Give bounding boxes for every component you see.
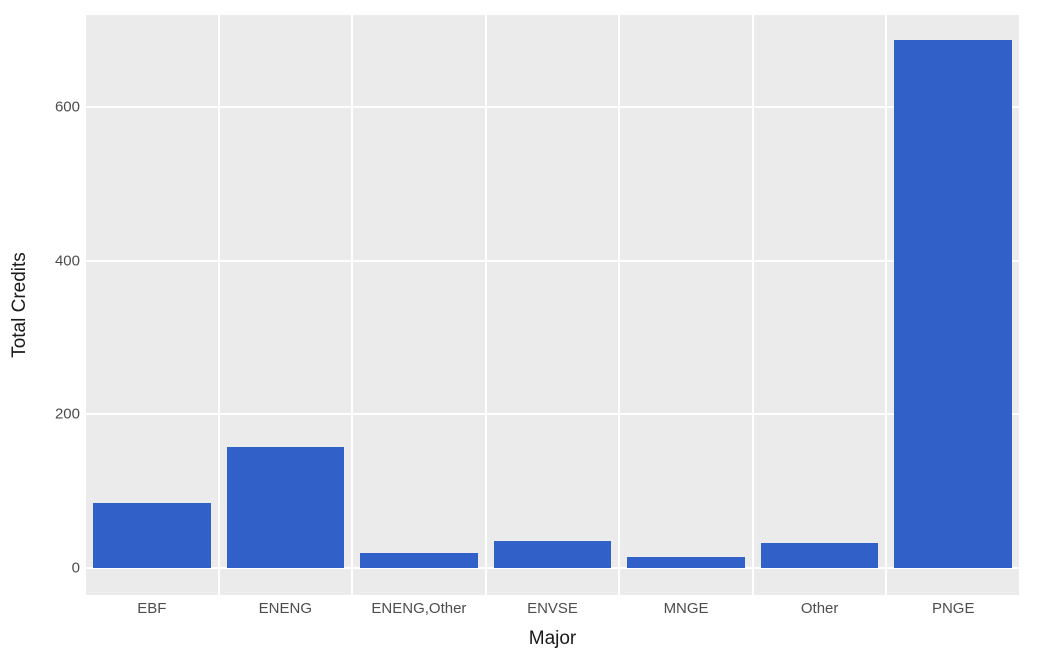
x-tick-label: MNGE [664, 600, 709, 617]
x-tick-label: ENENG [259, 600, 312, 617]
grid-line-vertical [85, 15, 86, 595]
grid-line-vertical [885, 15, 887, 595]
grid-line-vertical [485, 15, 487, 595]
x-axis-title: Major [529, 628, 577, 650]
grid-line-vertical [1019, 15, 1020, 595]
bar [627, 557, 745, 569]
y-tick-label: 400 [10, 252, 80, 269]
y-tick-label: 600 [10, 99, 80, 116]
bar [494, 541, 612, 568]
bar [360, 553, 478, 568]
grid-line-horizontal [85, 413, 1020, 415]
bar [93, 503, 211, 568]
grid-line-horizontal [85, 106, 1020, 108]
x-tick-label: Other [801, 600, 839, 617]
grid-line-vertical [218, 15, 220, 595]
grid-line-vertical [752, 15, 754, 595]
bar [761, 543, 879, 568]
bar [894, 40, 1012, 569]
grid-line-vertical [618, 15, 620, 595]
x-tick-label: ENVSE [527, 600, 578, 617]
grid-line-vertical [351, 15, 353, 595]
x-tick-label: ENENG,Other [371, 600, 466, 617]
y-tick-label: 200 [10, 406, 80, 423]
x-tick-label: PNGE [932, 600, 975, 617]
grid-line-horizontal [85, 260, 1020, 262]
bar [227, 447, 345, 568]
plot-area [85, 15, 1020, 595]
y-tick-label: 0 [10, 560, 80, 577]
x-tick-label: EBF [137, 600, 166, 617]
chart-container: Total Credits Major 0200400600EBFENENGEN… [0, 0, 1037, 667]
